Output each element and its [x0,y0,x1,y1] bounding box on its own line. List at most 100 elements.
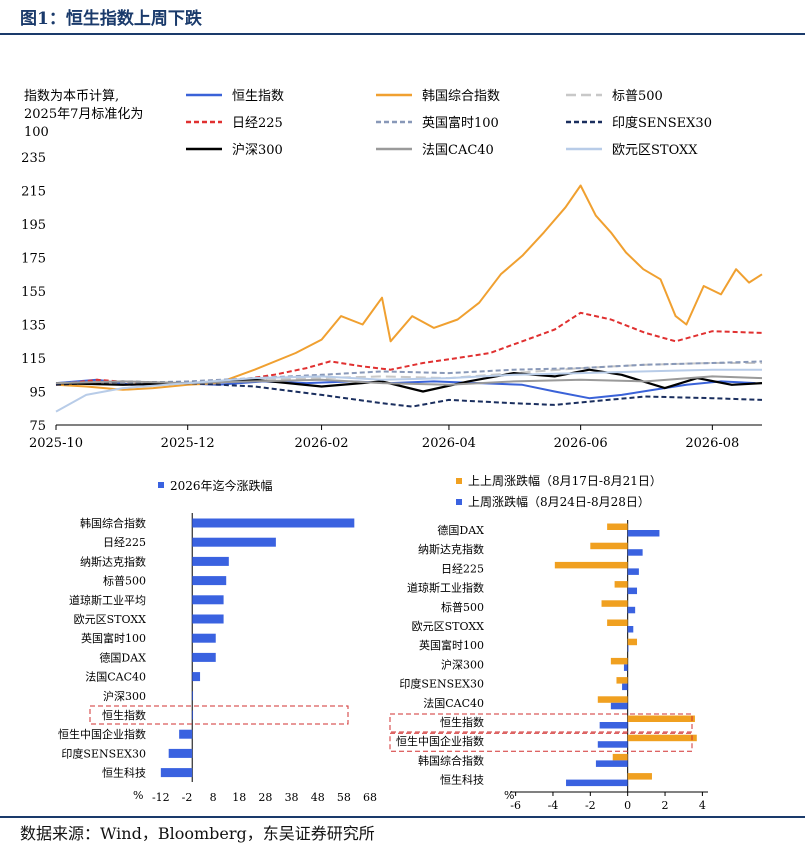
bar-series-1 [610,702,628,710]
x-tick-label: -6 [510,799,521,812]
series-line-1 [55,184,763,391]
chart-note-line: 指数为本币计算, [24,89,119,104]
bar-series-1 [627,568,639,575]
bar-series-0 [607,523,628,530]
x-tick-label: 2026-04 [422,436,476,451]
bar-series-1 [627,626,634,633]
category-label: 法国CAC40 [423,696,484,710]
x-tick-label: 2026-08 [685,436,739,451]
bar-series-1 [622,683,628,691]
bar [192,672,201,682]
legend-swatch [158,482,164,488]
y-tick-label: 155 [21,285,46,300]
bar [192,710,194,720]
bar [168,748,193,758]
chart-note-line: 2025年7月标准化为 [24,107,143,122]
bar [192,595,224,605]
bar [192,537,276,547]
bar-series-0 [610,657,628,665]
x-tick-label: 4 [699,799,706,812]
x-tick-label: -2 [182,791,193,804]
category-label: 恒生中国企业指数 [58,727,146,741]
series-line-5 [55,380,763,408]
legend-label: 2026年迄今涨跌幅 [170,478,273,493]
bar [192,652,216,662]
bar-series-0 [597,696,628,703]
x-tick-label: 68 [363,791,377,804]
category-label: 欧元区STOXX [412,620,485,633]
bar-series-0 [612,753,628,761]
category-label: 欧元区STOXX [74,613,147,626]
bar-series-1 [566,779,628,787]
bar-series-0 [627,734,697,742]
bar-series-1 [597,741,628,748]
category-label: 恒生指数 [102,708,146,722]
unit-label: % [504,789,514,802]
y-tick-label: 175 [21,252,46,267]
legend-label: 上周涨跌幅（8月24日-8月28日） [468,494,650,509]
category-label: 恒生科技 [102,766,146,780]
x-tick-label: 48 [311,791,325,804]
legend-label: 印度SENSEX30 [612,115,712,131]
category-label: 韩国综合指数 [80,516,146,530]
category-label: 纳斯达克指数 [418,542,484,556]
bar [192,614,224,624]
y-tick-label: 195 [21,218,46,233]
legend-label: 韩国综合指数 [422,89,500,104]
bar [192,691,194,701]
category-label: 日经225 [103,536,146,549]
bar [192,576,227,586]
bar-series-0 [607,619,628,626]
chart-note-line: 100 [24,125,49,140]
figure-title: 图1：恒生指数上周下跌 [20,9,202,29]
legend-swatch-1 [456,499,462,505]
legend-label: 标普500 [612,89,663,104]
legend-label: 法国CAC40 [422,143,494,158]
category-label: 法国CAC40 [85,670,146,684]
source-rule [0,816,805,818]
bar-series-1 [627,530,660,537]
category-label: 印度SENSEX30 [61,746,146,760]
legend-label: 上上周涨跌幅（8月17日-8月21日） [468,473,662,488]
bar-series-1 [623,664,628,671]
category-label: 英国富时100 [419,638,484,652]
x-tick-label: 2026-02 [295,436,349,451]
x-tick-label: 8 [210,791,217,804]
series-line-8 [55,368,762,413]
y-tick-label: 75 [29,419,46,434]
x-tick-label: 38 [285,791,299,804]
category-label: 恒生科技 [440,773,484,787]
category-label: 标普500 [103,574,146,588]
unit-label: % [133,789,143,802]
category-label: 道琼斯工业平均 [69,593,146,607]
bar-series-0 [616,677,628,684]
x-tick-label: 2025-12 [161,436,215,451]
source-note: 数据来源：Wind，Bloomberg，东吴证券研究所 [20,824,375,843]
legend-label: 欧元区STOXX [612,143,698,158]
line-chart: 指数为本币计算, 2025年7月标准化为 100 75 95 115 135 155 175 19… [21,89,763,451]
category-label: 沪深300 [103,689,146,703]
bar-series-1 [599,722,628,729]
legend-label: 英国富时100 [422,115,499,131]
category-label: 标普500 [441,600,484,614]
category-label: 道琼斯工业指数 [407,581,484,595]
x-tick-label: -2 [585,799,596,812]
title-rule [0,33,805,35]
x-tick-label: 2 [662,799,669,812]
legend-swatch-0 [456,478,462,484]
category-label: 纳斯达克指数 [80,554,146,568]
x-tick-label: 0 [624,799,631,812]
series-line-4 [56,360,763,385]
bar [192,556,229,566]
category-label: 恒生指数 [440,715,484,729]
bar-series-0 [554,561,628,569]
x-tick-label: 58 [337,791,351,804]
highlight-box [89,705,349,725]
bar-series-0 [614,581,628,588]
y-tick-label: 135 [21,319,46,334]
bar-series-1 [627,549,643,556]
legend-label: 沪深300 [232,142,283,158]
series-line-7 [55,375,763,386]
